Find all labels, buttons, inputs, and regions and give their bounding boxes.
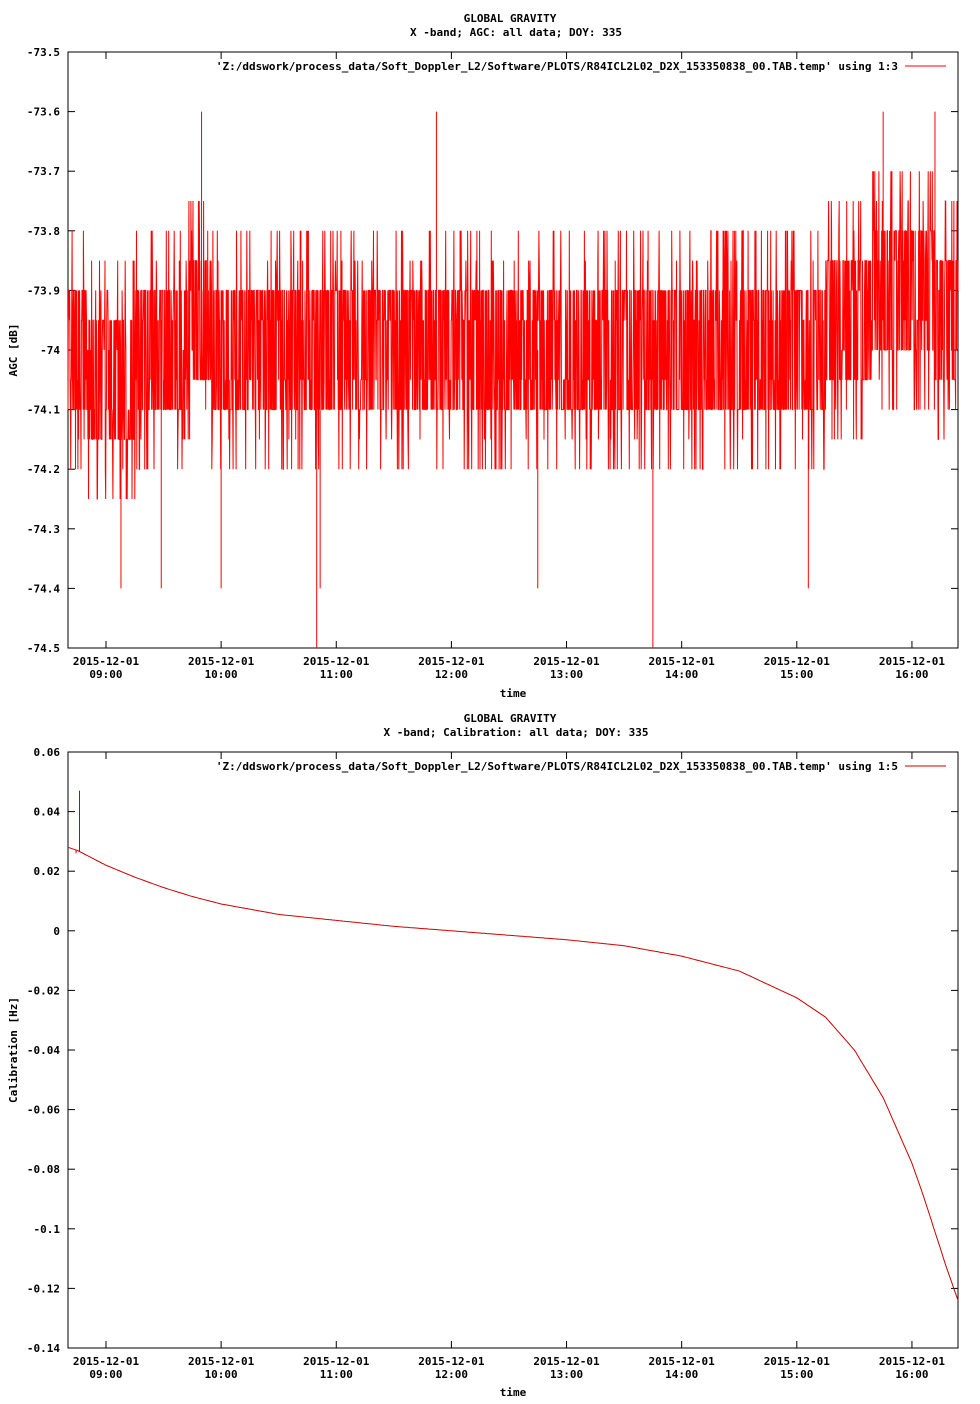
calibration-series-line: [67, 846, 959, 1301]
x-tick-label-date: 2015-12-01: [303, 655, 370, 668]
y-tick-label: -0.1: [34, 1223, 61, 1236]
x-tick-label-time: 15:00: [780, 1368, 813, 1381]
x-axis: 2015-12-0109:002015-12-0110:002015-12-01…: [73, 752, 946, 1381]
y-axis: -73.5 -73.6 -73.7 -73.8 -73.9 -74 -74.1 -74.2 -7…: [27, 46, 958, 655]
y-tick-label: -0.14: [27, 1342, 60, 1355]
y-tick-label: -0.08: [27, 1163, 60, 1176]
x-tick-label-date: 2015-12-01: [879, 1355, 946, 1368]
x-tick-label-date: 2015-12-01: [73, 1355, 140, 1368]
plot-frame: [67, 751, 959, 1349]
y-axis-label: Calibration [Hz]: [7, 997, 20, 1103]
x-tick-label-date: 2015-12-01: [764, 1355, 831, 1368]
x-tick-label-date: 2015-12-01: [188, 655, 255, 668]
x-tick-label-date: 2015-12-01: [73, 655, 140, 668]
y-tick-label: -0.12: [27, 1282, 60, 1295]
x-tick-label-time: 15:00: [780, 668, 813, 681]
x-axis: 2015-12-0109:002015-12-0110:002015-12-01…: [73, 52, 946, 681]
x-tick-label-date: 2015-12-01: [649, 1355, 716, 1368]
x-tick-label-date: 2015-12-01: [533, 655, 600, 668]
y-tick-label: -73.7: [27, 165, 60, 178]
series-layer: [67, 790, 959, 1301]
y-tick-label: -74.2: [27, 463, 60, 476]
chart-title: GLOBAL GRAVITY: [464, 12, 557, 25]
x-tick-label-time: 13:00: [550, 1368, 583, 1381]
x-tick-label-date: 2015-12-01: [649, 655, 716, 668]
y-tick-label: -73.6: [27, 106, 60, 119]
agc-chart: GLOBAL GRAVITY X -band; AGC: all data; D…: [7, 12, 959, 700]
y-tick-label: 0.02: [34, 865, 61, 878]
x-tick-label-date: 2015-12-01: [303, 1355, 370, 1368]
chart-subtitle: X -band; Calibration: all data; DOY: 335: [384, 726, 649, 739]
y-tick-label: -74: [40, 344, 60, 357]
legend-label: 'Z:/ddswork/process_data/Soft_Doppler_L2…: [216, 60, 898, 73]
legend-label: 'Z:/ddswork/process_data/Soft_Doppler_L2…: [216, 760, 898, 773]
x-tick-label-time: 10:00: [205, 668, 238, 681]
x-tick-label-time: 14:00: [665, 1368, 698, 1381]
y-tick-label: -0.02: [27, 984, 60, 997]
y-tick-label: 0.04: [34, 806, 61, 819]
y-tick-label: -0.04: [27, 1044, 60, 1057]
x-axis-label: time: [500, 1386, 527, 1399]
y-tick-label: -74.4: [27, 582, 60, 595]
x-tick-label-time: 12:00: [435, 668, 468, 681]
y-tick-label: -74.3: [27, 523, 60, 536]
y-tick-label: -73.5: [27, 46, 60, 59]
x-tick-label-time: 11:00: [320, 1368, 353, 1381]
x-tick-label-date: 2015-12-01: [418, 655, 485, 668]
x-tick-label-time: 14:00: [665, 668, 698, 681]
y-tick-label: 0: [53, 925, 60, 938]
x-tick-label-time: 16:00: [895, 1368, 928, 1381]
chart-title: GLOBAL GRAVITY: [464, 712, 557, 725]
x-tick-label-time: 09:00: [89, 1368, 122, 1381]
y-axis-label: AGC [dB]: [7, 324, 20, 377]
y-tick-label: -74.5: [27, 642, 60, 655]
y-axis: 0.06 0.04 0.02 0 -0.02 -0.04 -0.06 -0.08 -0.1 -0.…: [27, 746, 958, 1355]
x-tick-label-date: 2015-12-01: [533, 1355, 600, 1368]
y-tick-label: -74.1: [27, 404, 60, 417]
agc-series-line: [67, 171, 959, 500]
calibration-chart: GLOBAL GRAVITY X -band; Calibration: all…: [7, 712, 959, 1399]
x-tick-label-time: 13:00: [550, 668, 583, 681]
x-tick-label-time: 09:00: [89, 668, 122, 681]
x-tick-label-time: 11:00: [320, 668, 353, 681]
x-tick-label-date: 2015-12-01: [188, 1355, 255, 1368]
y-tick-label: 0.06: [34, 746, 61, 759]
x-tick-label-date: 2015-12-01: [764, 655, 831, 668]
x-tick-label-time: 12:00: [435, 1368, 468, 1381]
chart-subtitle: X -band; AGC: all data; DOY: 335: [410, 26, 622, 39]
x-tick-label-time: 16:00: [895, 668, 928, 681]
y-tick-label: -73.9: [27, 284, 60, 297]
x-tick-label-date: 2015-12-01: [418, 1355, 485, 1368]
series-layer: [67, 111, 959, 648]
y-tick-label: -73.8: [27, 225, 60, 238]
x-axis-label: time: [500, 687, 527, 700]
x-tick-label-date: 2015-12-01: [879, 655, 946, 668]
x-tick-label-time: 10:00: [205, 1368, 238, 1381]
y-tick-label: -0.06: [27, 1104, 60, 1117]
